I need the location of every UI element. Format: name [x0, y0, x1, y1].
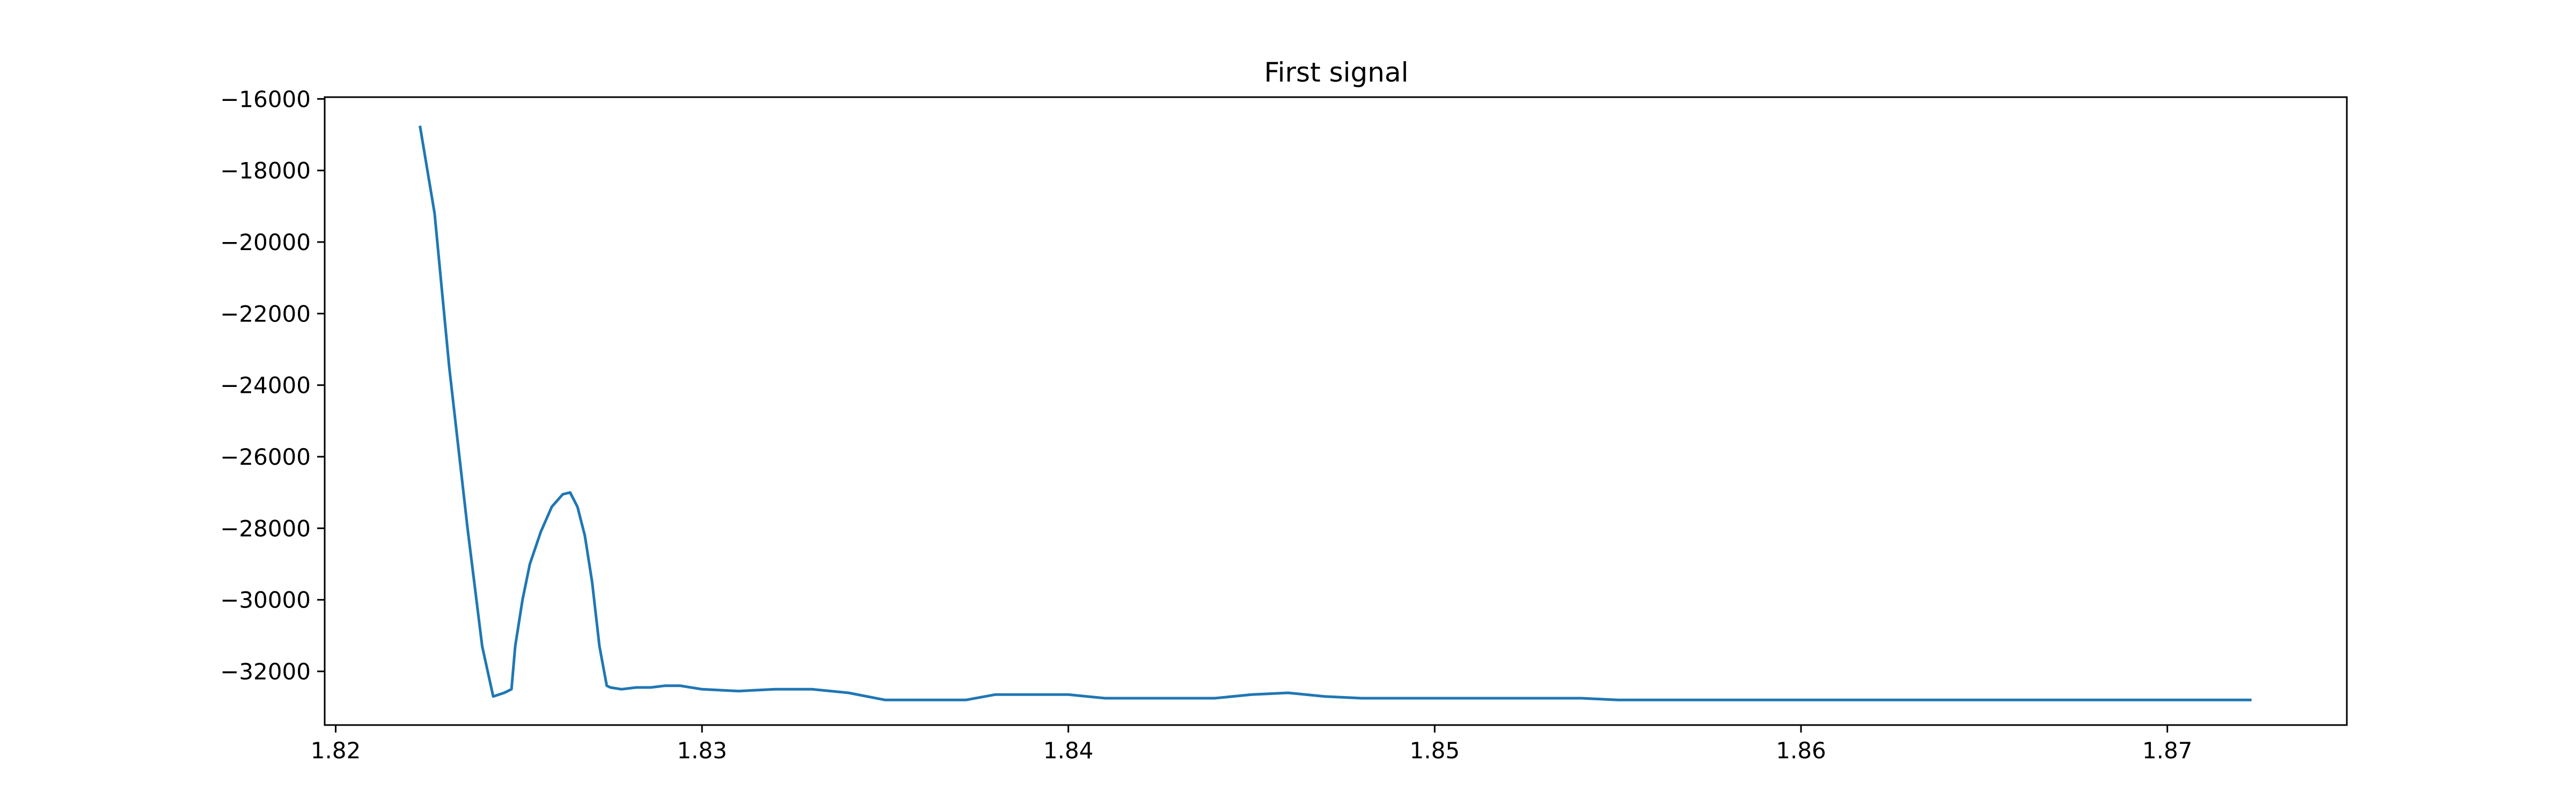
y-tick-label: −18000 — [220, 158, 311, 184]
y-tick-label: −30000 — [220, 587, 311, 613]
y-tick-label: −22000 — [220, 301, 311, 327]
chart-title: First signal — [1264, 57, 1408, 88]
y-tick-label: −20000 — [220, 229, 311, 255]
x-tick-label: 1.82 — [311, 737, 361, 764]
series-line-0 — [419, 125, 2252, 701]
x-tick-label: 1.87 — [2142, 737, 2193, 764]
y-tick-label: −28000 — [220, 515, 311, 541]
y-tick-label: −24000 — [220, 372, 311, 399]
y-tick-label: −26000 — [220, 444, 311, 470]
x-tick-label: 1.85 — [1410, 737, 1460, 764]
x-tick-label: 1.86 — [1776, 737, 1826, 764]
y-tick-label: −16000 — [220, 86, 311, 112]
x-tick-label: 1.84 — [1043, 737, 1094, 764]
y-tick-label: −32000 — [220, 658, 311, 685]
plot-frame — [324, 96, 2348, 726]
x-tick-label: 1.83 — [677, 737, 727, 764]
series-layer — [419, 125, 2252, 701]
axes: 1.82 1.83 1.84 1.85 1.86 1.87 −16000 −18000 −200… — [220, 86, 2348, 764]
